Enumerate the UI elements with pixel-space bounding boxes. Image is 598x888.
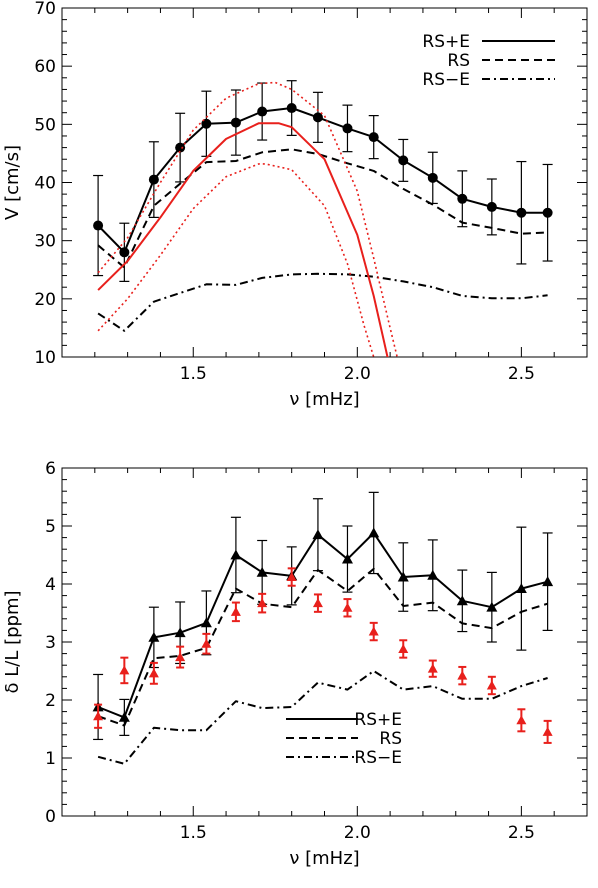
data-point (457, 193, 468, 204)
x-axis-label: ν [mHz] (289, 848, 359, 869)
data-point (230, 549, 242, 560)
data-point (368, 527, 380, 538)
data-point (257, 106, 268, 117)
legend-label: RS+E (354, 710, 402, 730)
series-line-series-3 (97, 122, 389, 357)
data-point (200, 617, 212, 628)
y-tick-label: 10 (34, 348, 56, 368)
series-line-rs (97, 148, 548, 269)
data-point (312, 598, 323, 608)
data-point (397, 571, 409, 582)
data-point (427, 172, 438, 183)
data-point (230, 117, 241, 128)
data-point (427, 569, 439, 580)
series-line-series-4 (97, 81, 399, 357)
x-tick-label: 1.5 (180, 364, 207, 384)
velocity-panel: 1.5 2.0 2.5 10 20 30 40 50 60 70 ν [mHz] V [cm/s] RS… (2, 0, 588, 410)
series-line-rs-e (97, 532, 548, 719)
series-line-rs-e (97, 272, 548, 332)
data-point (148, 668, 159, 678)
y-tick-label: 0 (45, 807, 56, 827)
data-point (342, 123, 353, 134)
data-point (201, 638, 212, 648)
legend-label: RS−E (354, 748, 402, 768)
legend-label: RS (379, 729, 402, 749)
data-point (312, 529, 324, 540)
y-axis-label: V [cm/s] (2, 145, 23, 220)
data-point (515, 583, 527, 594)
y-tick-label: 70 (34, 0, 56, 19)
legend-label: RS+E (422, 32, 470, 52)
y-tick-label: 40 (34, 174, 56, 194)
y-tick-label: 20 (34, 290, 56, 310)
data-point (257, 598, 268, 608)
data-point (119, 665, 130, 675)
data-point (93, 220, 104, 231)
data-point (486, 680, 497, 690)
data-point (342, 602, 353, 612)
data-point (542, 726, 553, 736)
series-layer (92, 491, 554, 765)
data-point (486, 601, 498, 612)
data-point (312, 112, 323, 123)
data-point (93, 711, 104, 721)
x-axis-label: ν [mHz] (289, 389, 359, 410)
data-point (148, 174, 159, 185)
y-tick-label: 6 (45, 459, 56, 479)
data-point (256, 566, 268, 577)
data-point (286, 103, 297, 114)
data-point (486, 201, 497, 212)
data-point (148, 631, 160, 642)
x-tick-label: 2.0 (344, 364, 371, 384)
y-tick-label: 4 (45, 575, 56, 595)
data-point (286, 572, 297, 582)
legend-label: RS (447, 51, 470, 71)
data-point (457, 670, 468, 680)
data-point (516, 715, 527, 725)
y-tick-label: 5 (45, 517, 56, 537)
y-tick-label: 30 (34, 232, 56, 252)
plot-frame (61, 467, 588, 817)
data-point (118, 711, 130, 722)
data-point (398, 155, 409, 166)
data-point (175, 652, 186, 662)
y-tick-label: 2 (45, 691, 56, 711)
data-point (542, 207, 553, 218)
x-tick-label: 2.5 (508, 823, 535, 843)
data-point (201, 118, 212, 129)
data-point (341, 553, 353, 564)
data-point (119, 247, 130, 258)
series-layer (93, 80, 553, 357)
data-point (542, 576, 554, 587)
x-tick-label: 2.5 (508, 364, 535, 384)
series-line-rs-e (97, 670, 548, 765)
data-point (368, 626, 379, 636)
y-tick-label: 60 (34, 57, 56, 77)
series-line-rs (97, 567, 548, 727)
data-point (427, 663, 438, 673)
data-point (398, 643, 409, 653)
data-point (456, 595, 468, 606)
y-tick-label: 50 (34, 115, 56, 135)
data-point (175, 142, 186, 153)
x-tick-label: 2.0 (344, 823, 371, 843)
y-tick-label: 3 (45, 633, 56, 653)
legend-label: RS−E (422, 70, 470, 90)
y-axis-label: δ L/L [ppm] (2, 590, 23, 693)
data-point (230, 606, 241, 616)
data-point (368, 132, 379, 143)
series-line-rs-e (97, 107, 548, 254)
data-point (174, 627, 186, 638)
x-tick-label: 1.5 (180, 823, 207, 843)
data-point (516, 207, 527, 218)
y-tick-label: 1 (45, 749, 56, 769)
